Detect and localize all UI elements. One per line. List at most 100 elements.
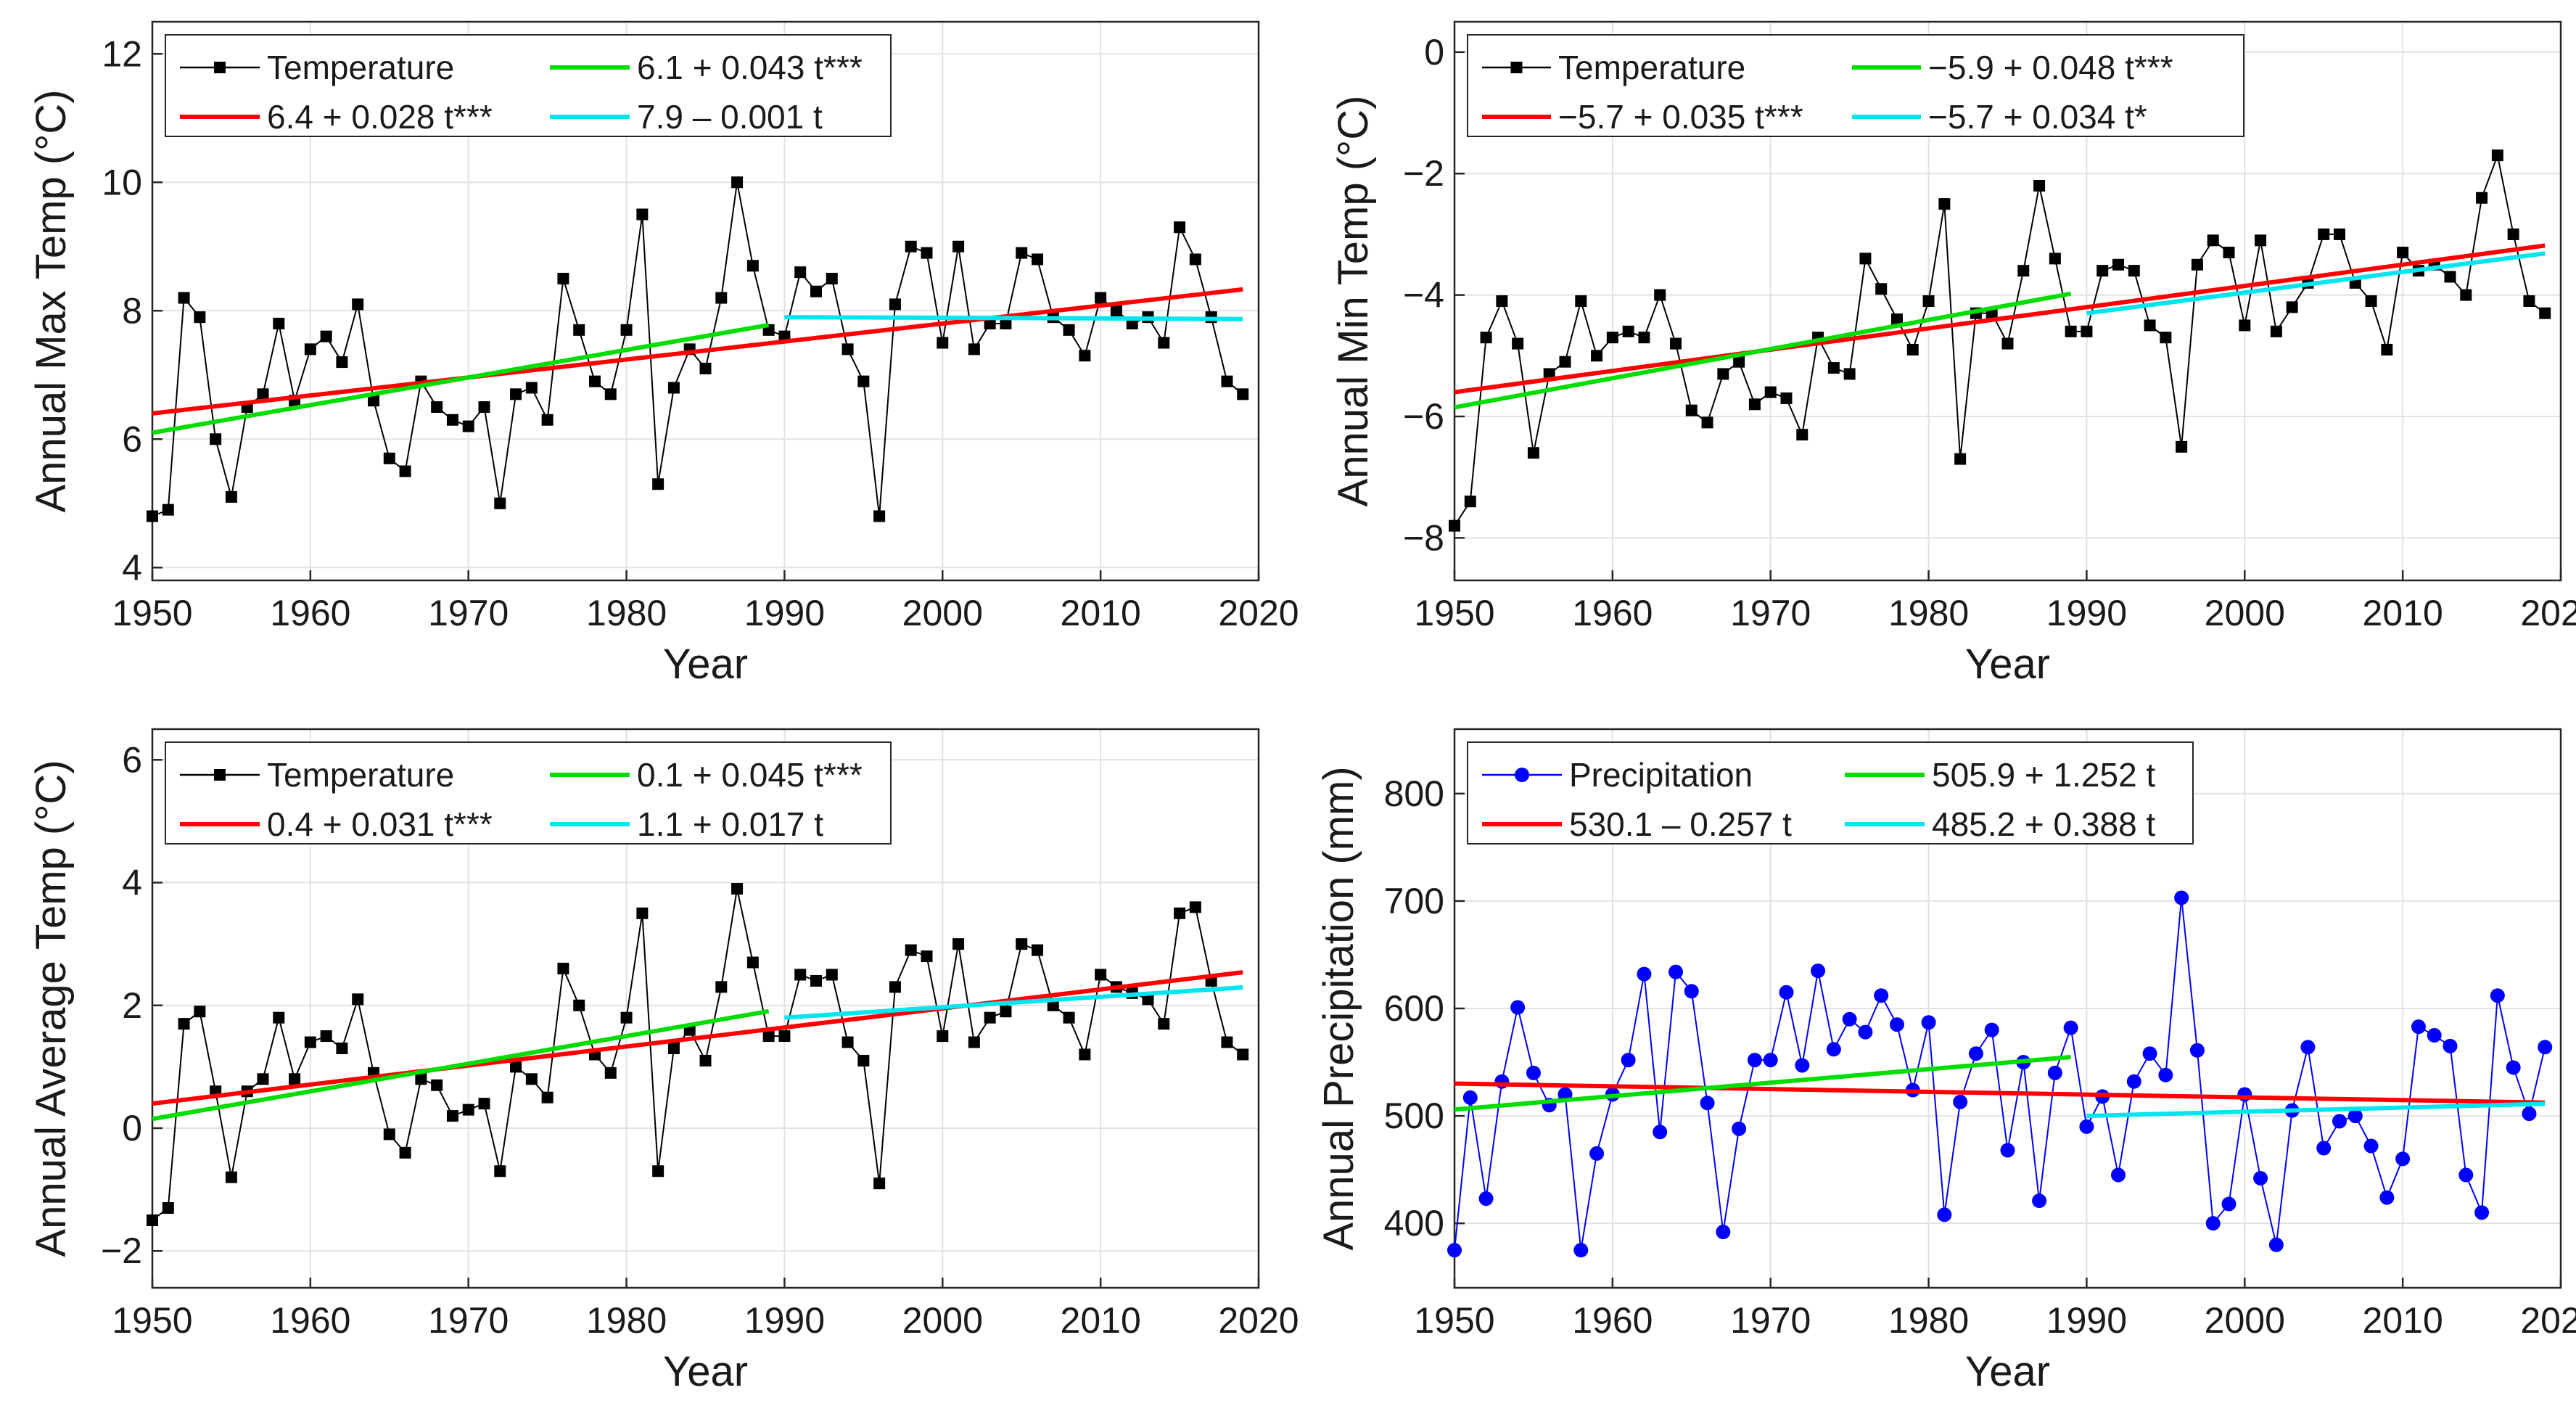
data-point <box>2365 295 2377 307</box>
data-point <box>194 311 206 324</box>
x-tick-label: 1960 <box>270 593 350 633</box>
legend-marker <box>214 769 226 781</box>
data-point <box>1063 324 1075 336</box>
y-tick-label: −4 <box>1403 275 1444 316</box>
data-point <box>1000 317 1012 329</box>
data-point <box>857 1054 870 1066</box>
data-point <box>968 343 980 356</box>
data-point <box>1859 252 1872 265</box>
data-point <box>462 420 474 432</box>
data-point <box>1575 295 1587 307</box>
data-point <box>336 1043 348 1054</box>
y-axis-label: Annual Max Temp (°C) <box>28 89 75 512</box>
data-point <box>2443 1038 2458 1053</box>
y-tick-label: 800 <box>1384 773 1444 814</box>
trend-line <box>152 1008 770 1122</box>
data-point <box>1095 969 1107 981</box>
data-point <box>2316 1141 2332 1156</box>
data-point <box>446 414 458 426</box>
data-point <box>2160 332 2172 344</box>
data-point <box>1733 356 1745 368</box>
data-point <box>541 1091 554 1104</box>
data-point <box>1984 1022 1999 1037</box>
x-tick-label: 1990 <box>2046 1300 2127 1341</box>
data-point <box>147 1214 158 1226</box>
data-point <box>2049 252 2061 265</box>
y-tick-label: −2 <box>1403 153 1444 194</box>
data-point <box>1653 1125 1668 1140</box>
data-point <box>352 298 364 311</box>
data-point <box>667 1043 680 1054</box>
y-axis-label: Annual Min Temp (°C) <box>1330 96 1377 507</box>
data-point <box>921 950 933 963</box>
plot-frame <box>1453 20 2562 582</box>
data-point <box>2191 258 2203 271</box>
data-point <box>541 414 554 426</box>
data-point <box>2033 179 2046 192</box>
x-tick-label: 1980 <box>586 1300 667 1341</box>
x-tick-label: 1990 <box>744 593 825 633</box>
data-point <box>1032 944 1043 956</box>
data-point <box>1796 429 1808 441</box>
data-point <box>2318 228 2330 240</box>
data-point <box>557 963 569 974</box>
data-point <box>1606 332 1618 344</box>
data-point <box>2268 1237 2284 1252</box>
trend-line <box>152 287 1243 416</box>
data-point <box>873 510 886 522</box>
data-point <box>1842 1011 1857 1027</box>
legend-label: 7.9 – 0.001 t <box>637 98 823 136</box>
trend-line <box>784 315 1243 321</box>
legend-label: −5.7 + 0.035 t*** <box>1558 98 1803 136</box>
data-point <box>2506 1060 2521 1075</box>
data-point <box>1079 350 1091 362</box>
y-tick-label: 4 <box>122 547 142 588</box>
data-point <box>1189 901 1201 913</box>
data-point <box>652 478 664 490</box>
data-point <box>1142 993 1154 1006</box>
legend-label: 485.2 + 0.388 t <box>1932 805 2155 843</box>
data-point <box>462 1104 474 1116</box>
data-point <box>2205 1216 2221 1231</box>
data-point <box>1717 368 1729 380</box>
data-point <box>746 260 759 272</box>
data-point <box>937 337 949 349</box>
data-point <box>968 1036 980 1048</box>
data-point <box>889 298 901 311</box>
data-point <box>2111 1167 2126 1183</box>
legend-marker <box>1515 768 1529 782</box>
y-tick-label: −8 <box>1403 517 1444 558</box>
trend-line <box>2086 251 2546 316</box>
data-point <box>2176 440 2188 453</box>
data-point <box>2476 192 2488 204</box>
data-point <box>494 1165 506 1178</box>
data-point <box>1496 295 1508 307</box>
data-point <box>905 240 917 252</box>
legend-label: Precipitation <box>1569 756 1753 794</box>
data-point <box>2221 1196 2236 1212</box>
legend-box <box>165 741 892 844</box>
x-tick-label: 2010 <box>2363 1300 2443 1341</box>
legend-label: −5.7 + 0.034 t* <box>1928 98 2147 136</box>
y-tick-label: 12 <box>102 33 142 74</box>
data-point <box>1221 375 1233 387</box>
data-point <box>1748 398 1761 411</box>
data-point <box>2507 228 2519 240</box>
data-point <box>810 974 822 987</box>
x-tick-label: 1960 <box>270 1300 350 1341</box>
x-tick-label: 1950 <box>1414 593 1494 633</box>
x-tick-label: 1950 <box>1414 1300 1494 1341</box>
data-point <box>194 1006 206 1018</box>
data-point <box>1764 386 1777 398</box>
data-point <box>620 324 633 336</box>
data-point <box>1480 332 1492 344</box>
data-point <box>1670 337 1682 350</box>
data-point <box>2458 1167 2474 1183</box>
x-tick-label: 2020 <box>1218 1300 1299 1341</box>
legend: Temperature −5.9 + 0.048 t*** −5.7 + 0.035… <box>1467 34 2244 137</box>
data-point <box>162 1202 174 1214</box>
data-point <box>2174 890 2189 905</box>
data-point <box>1047 999 1059 1011</box>
data-point <box>715 981 728 993</box>
data-point <box>1158 337 1170 349</box>
